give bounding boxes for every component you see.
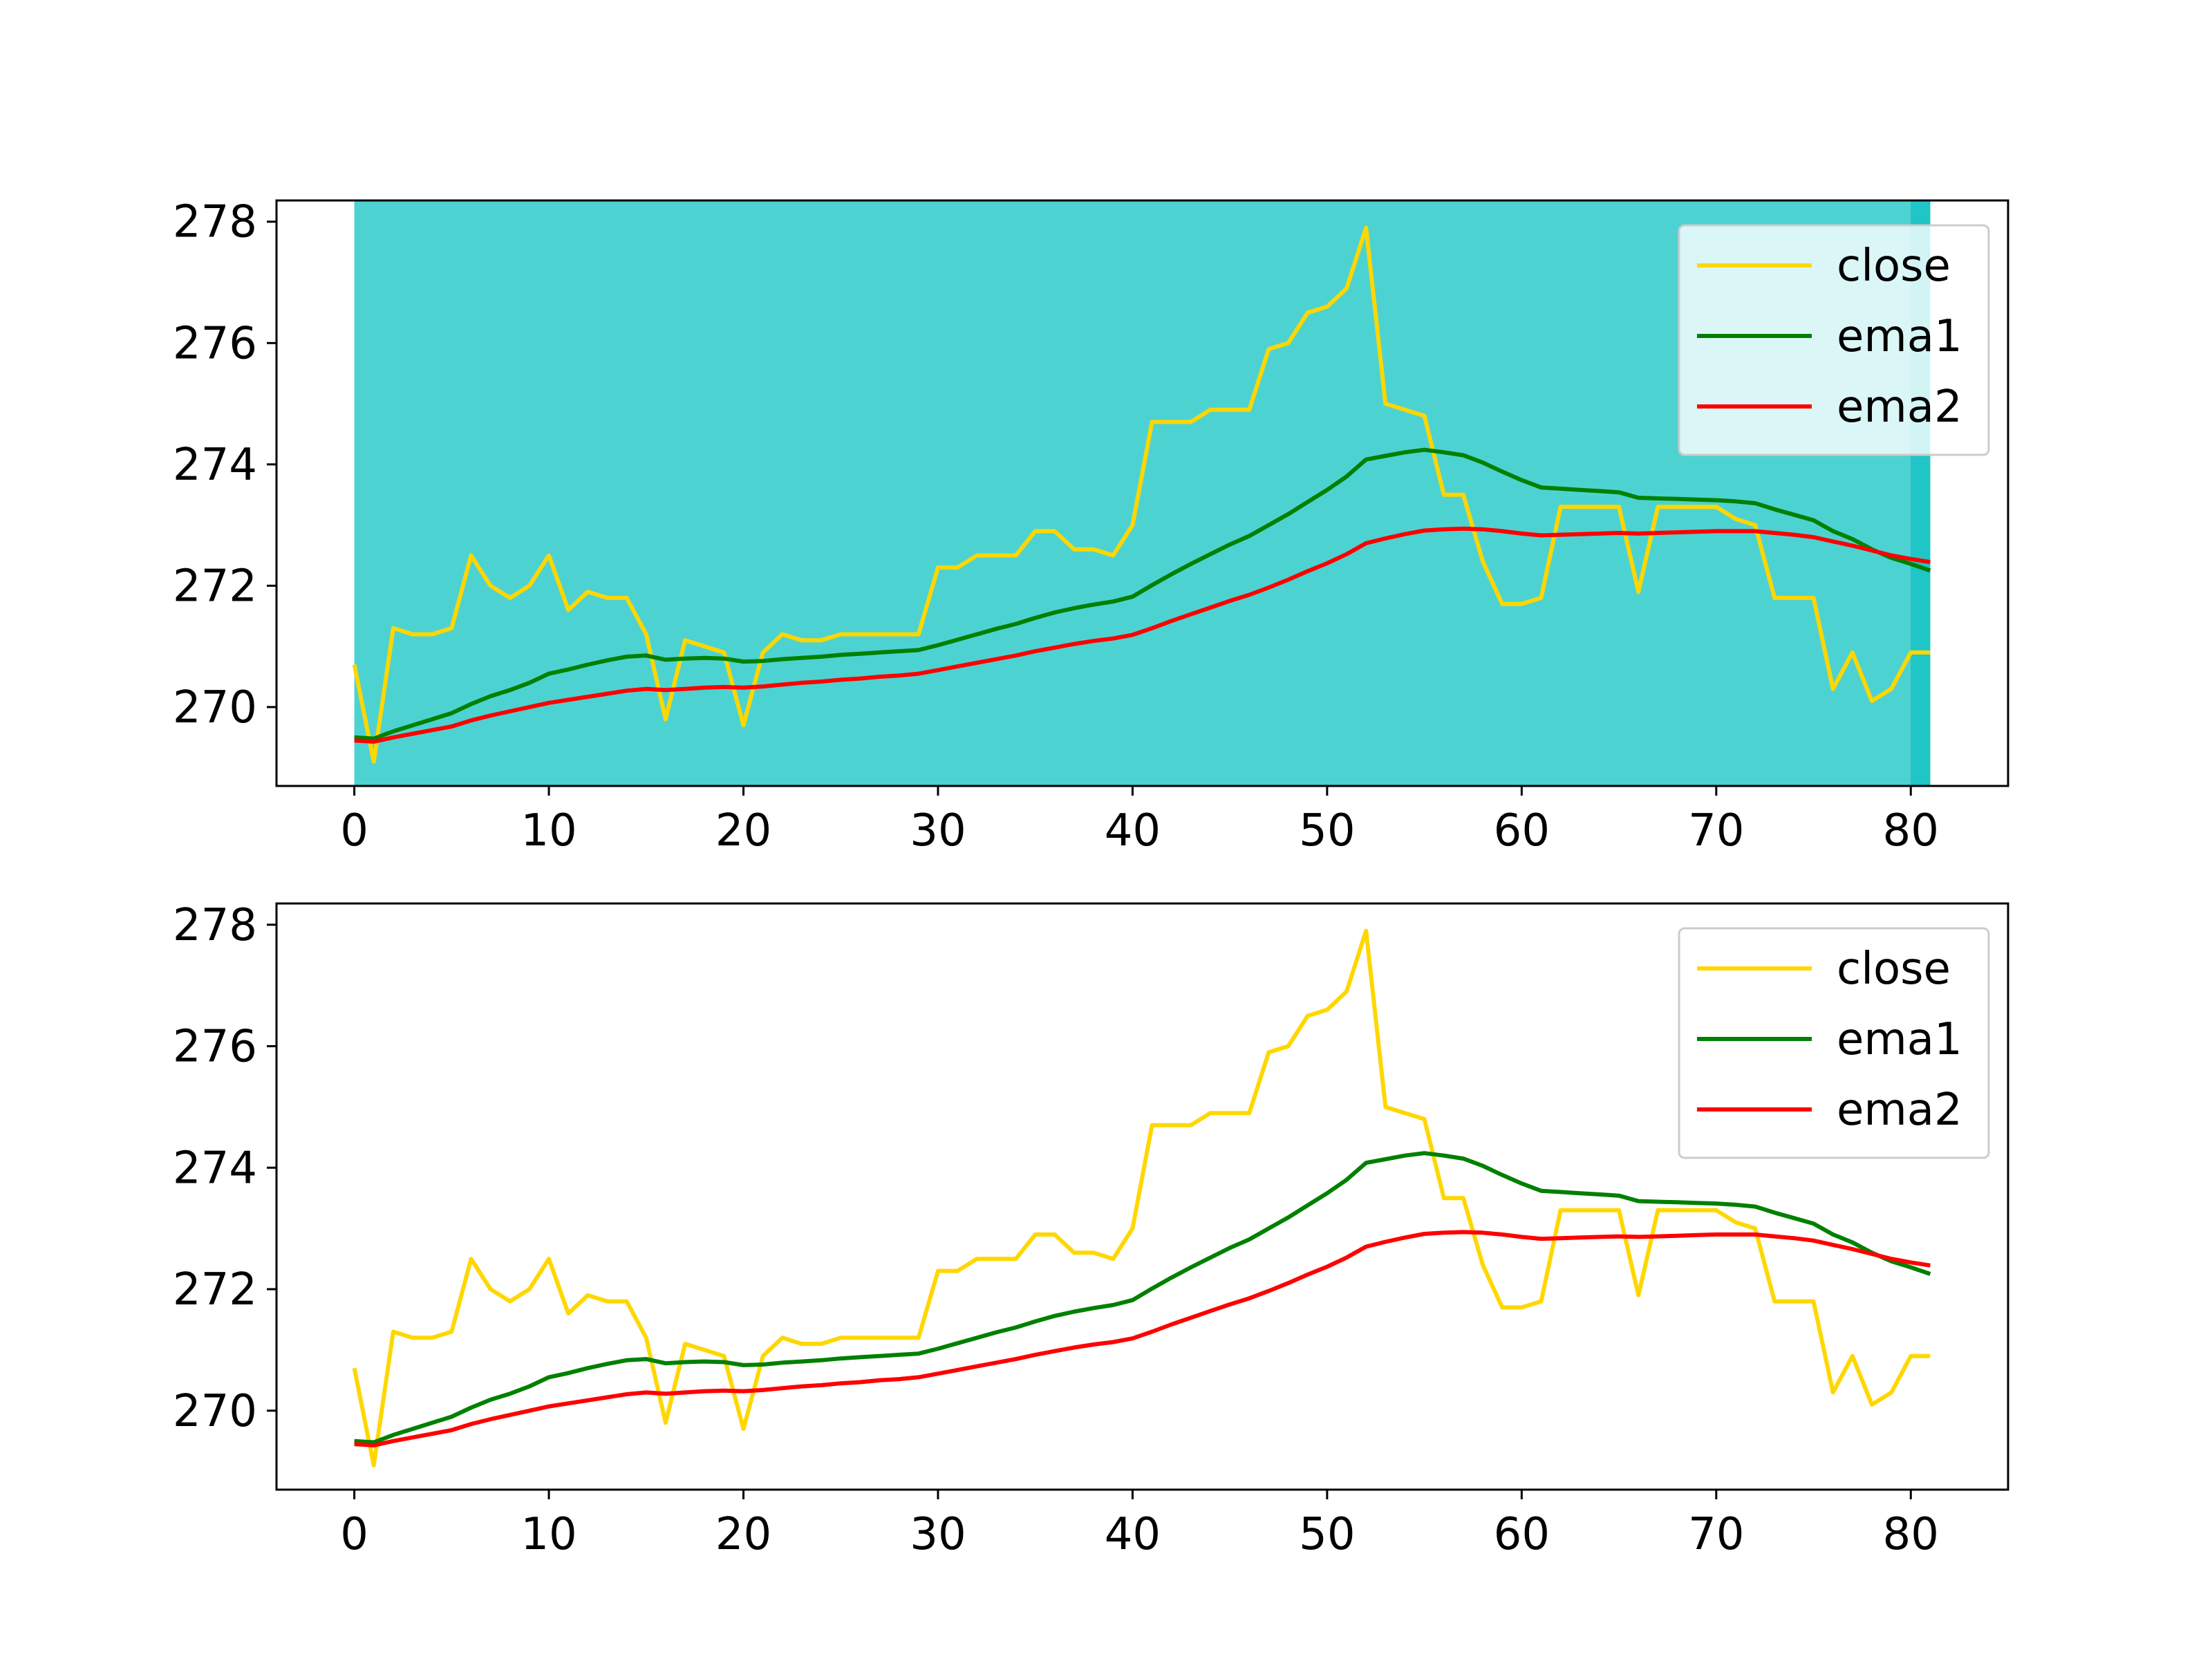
y-tick-label: 278 [173, 197, 257, 248]
legend-label-ema2: ema2 [1837, 1085, 1962, 1136]
shaded-region [354, 200, 1931, 786]
legend-label-ema1: ema1 [1837, 311, 1962, 362]
bottom-panel: 0 10 20 30 40 50 60 70 80 270 272 274 276 278 close ema… [173, 900, 2009, 1560]
series-line-ema1 [354, 1151, 1931, 1445]
axes-frame [275, 199, 2009, 787]
x-tick-label: 30 [910, 1509, 966, 1560]
legend: close ema1 ema2 [1678, 224, 1990, 456]
x-tick-label: 10 [521, 805, 577, 856]
x-tick-label: 10 [521, 1509, 577, 1560]
legend-box [1678, 224, 1990, 456]
x-tick-label: 50 [1299, 1509, 1355, 1560]
x-tick-label: 70 [1688, 1509, 1744, 1560]
x-tick-label: 0 [340, 805, 368, 856]
x-tick-label: 30 [910, 805, 966, 856]
legend-label-ema1: ema1 [1837, 1014, 1962, 1065]
y-tick-label: 274 [173, 1143, 257, 1194]
legend-label-close: close [1837, 241, 1951, 292]
legend-label-close: close [1837, 944, 1951, 995]
legend-box [1678, 927, 1990, 1159]
legend-label-ema2: ema2 [1837, 382, 1962, 433]
series-line-close [352, 928, 1931, 1468]
x-tick-label: 60 [1494, 805, 1550, 856]
y-tick-label: 278 [173, 900, 257, 951]
y-tick-label: 276 [173, 318, 257, 369]
series-line-close [352, 225, 1931, 764]
x-tick-label: 80 [1883, 805, 1939, 856]
x-tick-label: 20 [715, 1509, 771, 1560]
top-panel: 0 10 20 30 40 50 60 70 80 270 272 274 276 278 close ema… [173, 197, 2009, 856]
x-tick-label: 40 [1105, 805, 1161, 856]
y-tick-label: 276 [173, 1022, 257, 1073]
x-tick-label: 60 [1494, 1509, 1550, 1560]
x-tick-label: 80 [1883, 1509, 1939, 1560]
axes-frame [275, 902, 2009, 1491]
x-tick-label: 0 [340, 1509, 368, 1560]
y-tick-label: 270 [173, 1386, 257, 1437]
x-tick-label: 20 [715, 805, 771, 856]
y-tick-label: 274 [173, 440, 257, 491]
series-line-ema2 [354, 526, 1931, 744]
series-line-ema2 [354, 1230, 1931, 1447]
x-tick-label: 40 [1105, 1509, 1161, 1560]
series-line-ema1 [354, 447, 1931, 741]
x-tick-label: 50 [1299, 805, 1355, 856]
y-tick-label: 272 [173, 1264, 257, 1315]
y-tick-label: 270 [173, 682, 257, 733]
legend: close ema1 ema2 [1678, 927, 1990, 1159]
y-tick-label: 272 [173, 561, 257, 612]
x-tick-label: 70 [1688, 805, 1744, 856]
